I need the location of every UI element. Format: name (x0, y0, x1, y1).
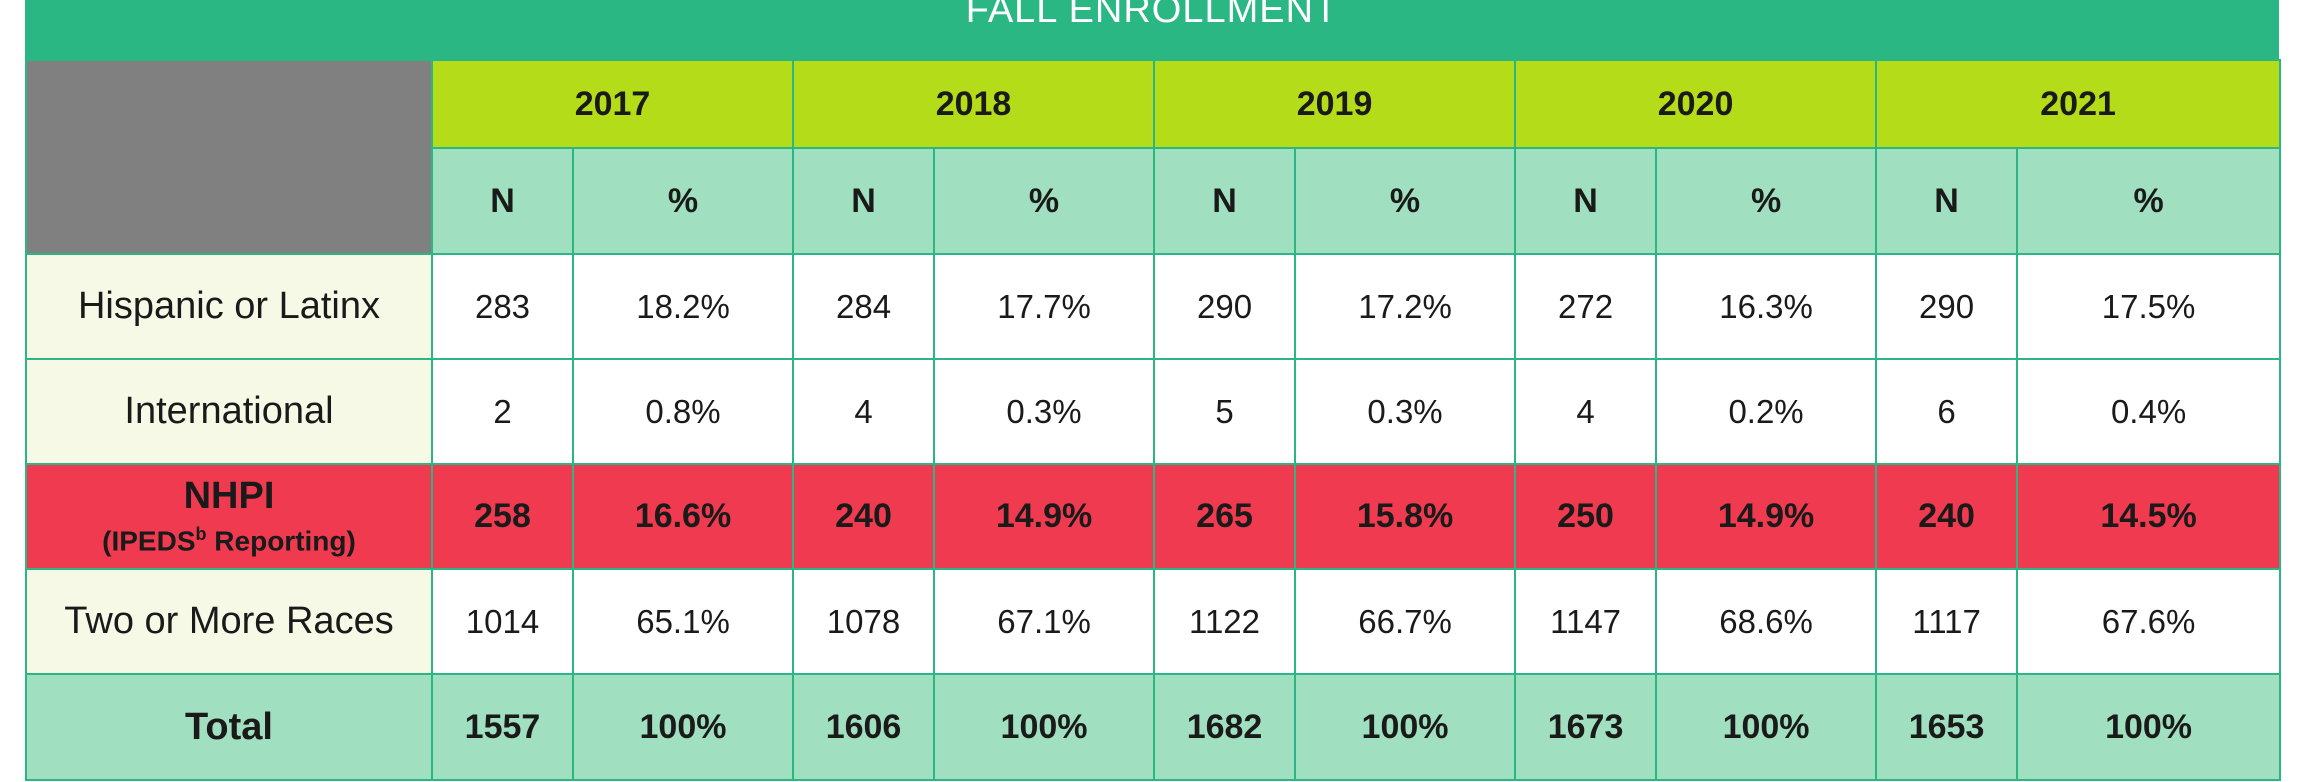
table-row-international: International 2 0.8% 4 0.3% 5 0.3% 4 0.2… (25, 358, 2282, 465)
cell-pct: 17.5% (2016, 253, 2282, 360)
cell-pct: 14.9% (1655, 463, 1878, 570)
cell-pct: 66.7% (1294, 568, 1517, 675)
cell-pct: 68.6% (1655, 568, 1878, 675)
cell-n: 1122 (1153, 568, 1297, 675)
cell-n: 4 (1514, 358, 1658, 465)
year-header: 2018 (792, 59, 1156, 149)
cell-n: 240 (1875, 463, 2019, 570)
cell-pct: 67.1% (933, 568, 1156, 675)
sublabel-suffix: Reporting) (206, 525, 356, 557)
table-row-nhpi: NHPI (IPEDSb Reporting) 258 16.6% 240 14… (25, 463, 2282, 570)
cell-n: 1682 (1153, 673, 1297, 781)
cell-pct: 14.5% (2016, 463, 2282, 570)
cell-n: 258 (431, 463, 574, 570)
cell-pct: 16.6% (571, 463, 795, 570)
n-header: N (1875, 147, 2019, 255)
cell-pct: 15.8% (1294, 463, 1517, 570)
sublabel-prefix: (IPEDS (102, 525, 196, 557)
year-header: 2021 (1875, 59, 2282, 149)
row-label-nhpi: NHPI (IPEDSb Reporting) (25, 463, 433, 570)
row-label: NHPI (183, 474, 275, 517)
cell-pct: 18.2% (571, 253, 795, 360)
cell-n: 1078 (792, 568, 936, 675)
row-label: Hispanic or Latinx (25, 253, 433, 360)
cell-n: 290 (1153, 253, 1297, 360)
row-sublabel: (IPEDSb Reporting) (27, 517, 431, 558)
cell-pct: 0.3% (933, 358, 1156, 465)
cell-n: 2 (431, 358, 574, 465)
row-label: International (25, 358, 433, 465)
cell-n: 1117 (1875, 568, 2019, 675)
pct-header: % (1294, 147, 1517, 255)
cell-n: 283 (431, 253, 574, 360)
cell-n: 265 (1153, 463, 1297, 570)
cell-n: 240 (792, 463, 936, 570)
cell-n: 1147 (1514, 568, 1658, 675)
pct-header: % (571, 147, 795, 255)
cell-n: 5 (1153, 358, 1297, 465)
enrollment-table-frame: FALL ENROLLMENT 2017 2018 2019 2020 2021… (25, 0, 2282, 782)
n-header: N (431, 147, 574, 255)
year-header: 2017 (430, 59, 795, 149)
n-header: N (792, 147, 936, 255)
cell-pct: 100% (1655, 673, 1878, 781)
pct-header: % (933, 147, 1156, 255)
table-row-two-or-more: Two or More Races 1014 65.1% 1078 67.1% … (25, 568, 2282, 675)
cell-n: 284 (792, 253, 936, 360)
cell-n: 272 (1514, 253, 1658, 360)
cell-pct: 16.3% (1655, 253, 1878, 360)
pct-header: % (2016, 147, 2282, 255)
table-title: FALL ENROLLMENT (25, 0, 2279, 59)
cell-n: 1653 (1875, 673, 2019, 781)
cell-pct: 100% (571, 673, 795, 781)
cell-pct: 14.9% (933, 463, 1156, 570)
cell-n: 1673 (1514, 673, 1658, 781)
enrollment-table: 2017 2018 2019 2020 2021 N % N % N % N %… (25, 59, 2282, 781)
cell-n: 1014 (431, 568, 574, 675)
footnote-marker: b (195, 523, 207, 544)
table-row-hispanic: Hispanic or Latinx 283 18.2% 284 17.7% 2… (25, 253, 2282, 360)
cell-n: 6 (1875, 358, 2019, 465)
pct-header: % (1655, 147, 1878, 255)
cell-n: 4 (792, 358, 936, 465)
cell-pct: 100% (933, 673, 1156, 781)
cell-n: 290 (1875, 253, 2019, 360)
cell-pct: 100% (2016, 673, 2282, 781)
cell-n: 250 (1514, 463, 1658, 570)
cell-pct: 100% (1294, 673, 1517, 781)
cell-pct: 17.7% (933, 253, 1156, 360)
table-row-total: Total 1557 100% 1606 100% 1682 100% 1673… (25, 673, 2282, 781)
year-header: 2020 (1514, 59, 1878, 149)
cell-pct: 0.8% (571, 358, 795, 465)
subheader-row: N % N % N % N % N % (26, 147, 2282, 255)
cell-pct: 17.2% (1294, 253, 1517, 360)
n-header: N (1514, 147, 1658, 255)
cell-n: 1557 (431, 673, 574, 781)
cell-pct: 67.6% (2016, 568, 2282, 675)
row-label: Two or More Races (25, 568, 433, 675)
corner-cell (25, 59, 433, 255)
cell-pct: 0.4% (2016, 358, 2282, 465)
year-header: 2019 (1153, 59, 1517, 149)
cell-pct: 0.3% (1294, 358, 1517, 465)
n-header: N (1153, 147, 1297, 255)
year-header-row: 2017 2018 2019 2020 2021 (25, 59, 2282, 255)
row-label: Total (25, 673, 433, 781)
cell-pct: 65.1% (571, 568, 795, 675)
cell-n: 1606 (792, 673, 936, 781)
cell-pct: 0.2% (1655, 358, 1878, 465)
